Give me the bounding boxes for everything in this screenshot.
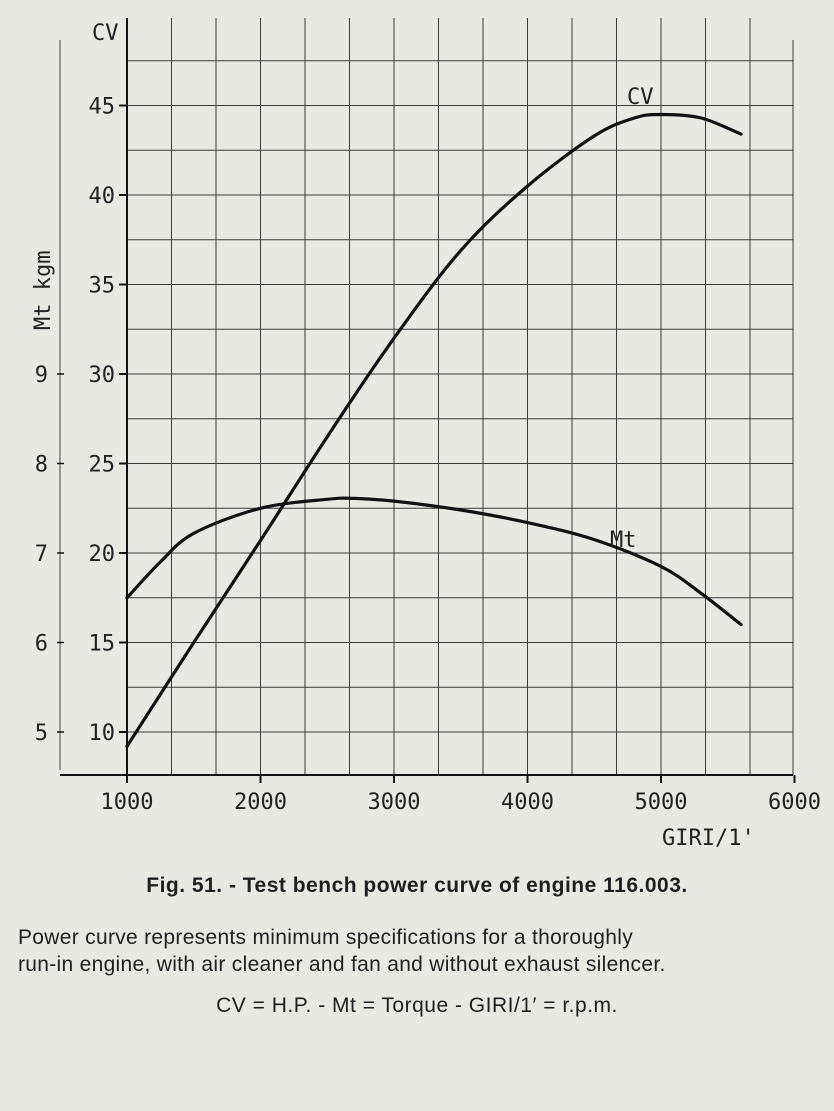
mt-tick-label: 5 — [35, 721, 48, 746]
series-label-mt: Mt — [610, 528, 637, 553]
power-curve-chart: 1000 2000 3000 4000 5000 6000 10 15 20 25 30 35 40 45… — [31, 18, 821, 851]
figure-caption: Fig. 51. - Test bench power curve of eng… — [146, 874, 688, 897]
cv-axis-title: CV — [92, 21, 119, 46]
mt-tick-label: 9 — [35, 363, 48, 388]
x-tick-label: 4000 — [501, 790, 554, 815]
cv-tick-label: 15 — [89, 632, 116, 657]
x-tick-label: 2000 — [234, 790, 287, 815]
note-line-2: run-in engine, with air cleaner and fan … — [18, 953, 666, 976]
mt-tick-label: 7 — [35, 542, 48, 567]
mt-tick-label: 8 — [35, 453, 48, 478]
axes — [59, 18, 793, 776]
cv-tick-label: 10 — [89, 721, 116, 746]
cv-tick-label: 35 — [89, 274, 116, 299]
mt-axis-title: Mt kgm — [31, 251, 56, 330]
tick-labels: 1000 2000 3000 4000 5000 6000 10 15 20 25 30 35 40 45… — [35, 95, 821, 816]
x-tick-label: 6000 — [768, 790, 821, 815]
cv-tick-label: 20 — [89, 542, 116, 567]
series-label-cv: CV — [627, 85, 654, 110]
x-tick-label: 3000 — [368, 790, 421, 815]
cv-tick-label: 25 — [89, 453, 116, 478]
mt-tick-label: 6 — [35, 632, 48, 657]
figure-note: Power curve represents minimum specifica… — [18, 924, 818, 978]
x-tick-label: 1000 — [101, 790, 154, 815]
grid — [126, 18, 794, 775]
cv-tick-label: 30 — [89, 363, 116, 388]
series-line-mt — [125, 496, 743, 627]
x-tick-label: 5000 — [635, 790, 688, 815]
x-axis-title: GIRI/1' — [662, 826, 755, 851]
note-line-1: Power curve represents minimum specifica… — [18, 926, 634, 949]
abbreviation-legend: CV = H.P. - Mt = Torque - GIRI/1′ = r.p.… — [216, 994, 618, 1017]
series-line-cv — [125, 112, 743, 748]
series-lines — [125, 112, 743, 748]
cv-tick-label: 45 — [89, 95, 116, 120]
cv-tick-label: 40 — [89, 184, 116, 209]
